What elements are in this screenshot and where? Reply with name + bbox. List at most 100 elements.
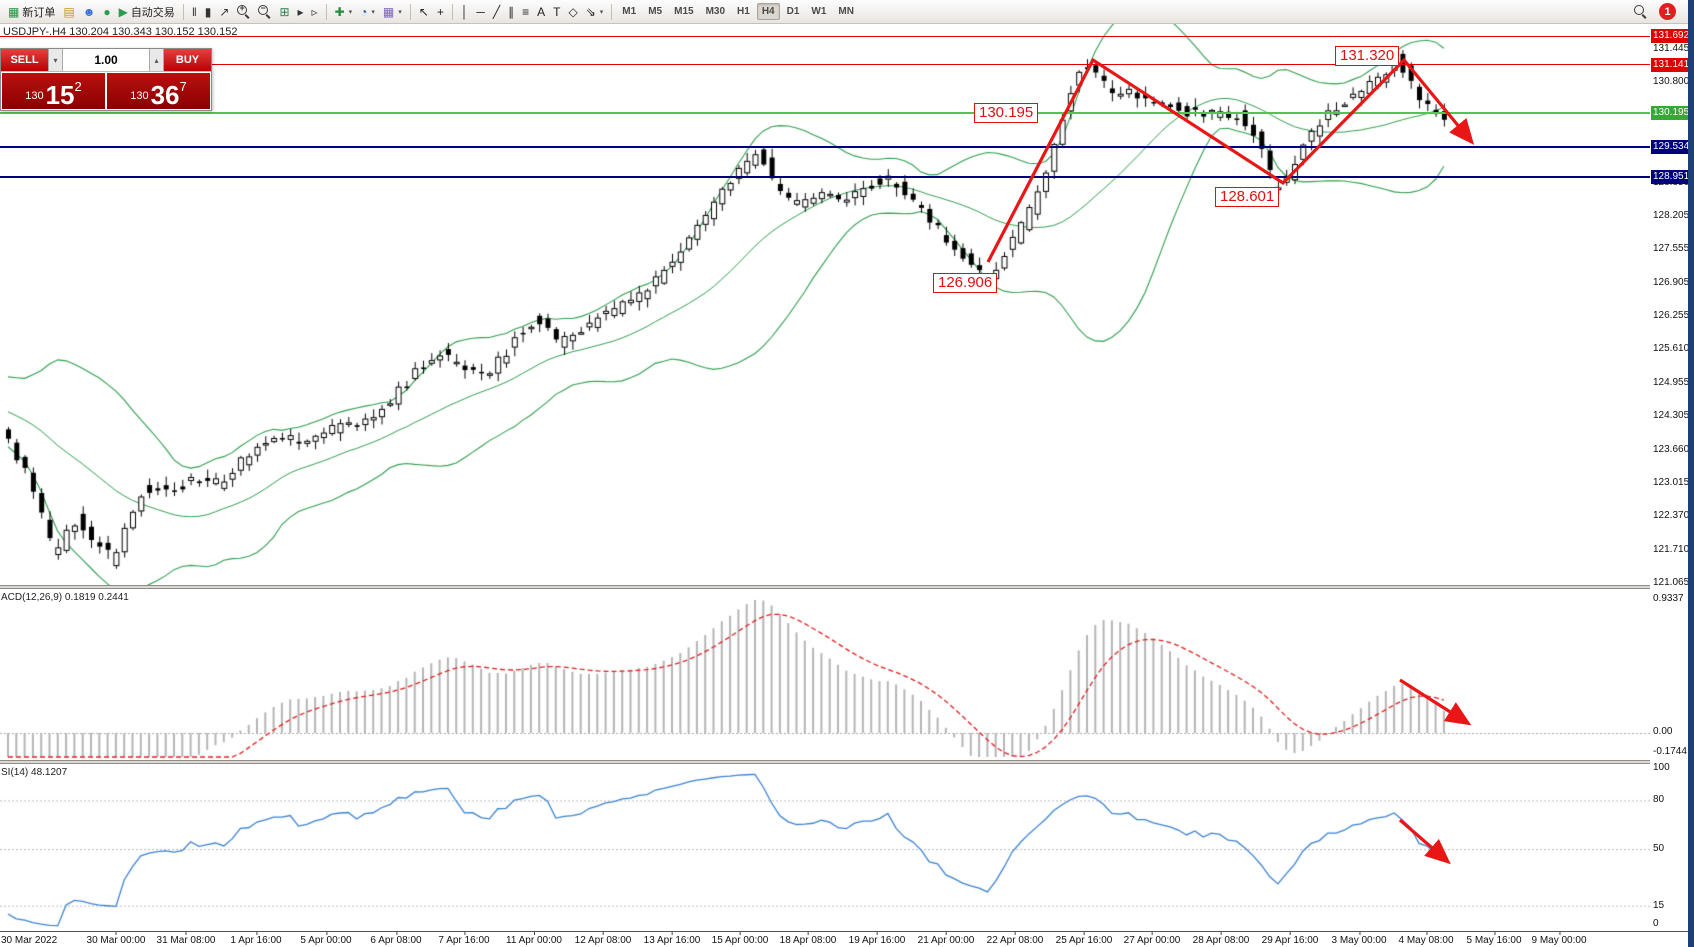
price-axis-badge: 131.141	[1651, 57, 1693, 72]
rsi-panel[interactable]	[0, 764, 1650, 931]
price-axis-tick: 124.305	[1653, 410, 1690, 422]
price-annotation-130195[interactable]: 130.195	[974, 103, 1039, 123]
price-axis-tick: 131.445	[1653, 43, 1690, 55]
trendline-icon: ╱	[492, 4, 501, 19]
accounts-button[interactable]: ☻	[79, 2, 100, 22]
buy-button[interactable]: BUY	[164, 49, 211, 71]
timeframe-m1[interactable]: M1	[622, 6, 637, 17]
time-axis-label: 13 Apr 16:00	[643, 932, 701, 946]
add-indicator-button[interactable]: ✚ ▾	[334, 4, 353, 19]
chart-shift-button[interactable]: ▹	[308, 2, 322, 22]
volume-spin-down[interactable]: ▾	[48, 49, 63, 71]
shapes-button[interactable]: ◇	[564, 2, 581, 22]
candlestick-icon: ▮	[204, 4, 212, 19]
profiles-button[interactable]: ▤	[59, 2, 78, 22]
price-axis-badge: 131.692	[1651, 29, 1693, 44]
sell-button[interactable]: SELL	[1, 49, 48, 71]
search-button[interactable]	[1630, 2, 1651, 22]
fibonacci-button[interactable]: ≡	[518, 2, 533, 22]
channel-icon: ∥	[508, 4, 515, 19]
toolbar-separator	[182, 3, 184, 20]
rsi-axis-value: 0	[1653, 918, 1659, 929]
sell-price-prefix: 130	[25, 90, 44, 102]
cursor-button[interactable]: ↖	[415, 2, 433, 22]
periods-button[interactable]: ◔ ▾	[360, 4, 375, 19]
time-axis-label: 11 Apr 00:00	[506, 932, 562, 946]
bar-chart-button[interactable]: ‖	[188, 2, 201, 22]
price-axis-tick: 130.800	[1653, 76, 1690, 88]
toolbar-separator	[325, 3, 327, 20]
price-axis-tick: 121.710	[1653, 543, 1690, 555]
horizontal-line-131.141[interactable]	[0, 64, 1650, 66]
time-axis-label: 7 Apr 16:00	[438, 932, 490, 946]
horizontal-line-button[interactable]: ─	[472, 2, 489, 22]
timeframe-mn[interactable]: MN	[838, 6, 854, 17]
tile-windows-button[interactable]: ⊞	[275, 2, 293, 22]
text-button[interactable]: A	[533, 2, 549, 22]
market-button[interactable]: ●	[99, 2, 114, 22]
notification-badge[interactable]: 1	[1659, 3, 1676, 20]
price-annotation-131320[interactable]: 131.320	[1335, 46, 1400, 66]
channel-button[interactable]: ∥	[504, 2, 518, 22]
new-order-button[interactable]: ▦ 新订单	[8, 4, 56, 19]
bar-chart-icon: ‖	[191, 4, 197, 19]
auto-trading-button[interactable]: ▶ 自动交易	[118, 4, 175, 19]
timeframe-d1[interactable]: D1	[786, 6, 800, 17]
price-axis-tick: 124.955	[1653, 376, 1690, 388]
toolbar: ▦ 新订单 ▤ ☻ ●	[0, 0, 1694, 24]
window-edge	[1688, 0, 1694, 947]
auto-scroll-button[interactable]: ▸	[294, 2, 308, 22]
timeframe-m15[interactable]: M15	[674, 6, 694, 17]
panel-divider-macd[interactable]	[0, 585, 1688, 589]
sell-price-pip: 2	[74, 79, 82, 94]
price-axis-badge: 128.951	[1651, 170, 1693, 185]
time-axis-label: 28 Apr 08:00	[1192, 932, 1250, 946]
macd-axis-value: 0.9337	[1653, 593, 1684, 604]
horizontal-line-130.195[interactable]	[0, 112, 1650, 115]
zoom-out-button[interactable]: −	[254, 2, 275, 22]
sell-price-display[interactable]: 130 15 2	[2, 73, 105, 109]
time-axis-label: 6 Apr 08:00	[370, 932, 422, 946]
time-axis-label: 12 Apr 08:00	[574, 932, 632, 946]
text-icon: A	[537, 4, 546, 19]
macd-panel[interactable]	[0, 589, 1650, 760]
timeframe-m5[interactable]: M5	[648, 6, 663, 17]
time-axis-label: 31 Mar 08:00	[156, 932, 216, 946]
zoom-in-button[interactable]: +	[233, 2, 254, 22]
price-axis[interactable]: 131.445130.800128.850128.205127.555126.9…	[1650, 0, 1694, 947]
price-annotation-126906[interactable]: 126.906	[933, 273, 998, 293]
candlestick-chart[interactable]	[0, 24, 1650, 585]
templates-button[interactable]: ▦ ▾	[382, 4, 402, 19]
price-axis-tick: 126.905	[1653, 276, 1690, 288]
macd-label: ACD(12,26,9) 0.1819 0.2441	[1, 592, 129, 603]
vertical-line-button[interactable]: │	[457, 2, 473, 22]
label-button[interactable]: T	[549, 2, 564, 22]
candlestick-button[interactable]: ▮	[201, 2, 216, 22]
volume-input[interactable]: 1.00	[63, 49, 149, 71]
timeframe-w1[interactable]: W1	[811, 6, 827, 17]
trendline-button[interactable]: ╱	[489, 2, 504, 22]
horizontal-line-128.951[interactable]	[0, 176, 1650, 179]
timeframe-h1[interactable]: H1	[737, 6, 750, 17]
timeframe-m30[interactable]: M30	[705, 6, 726, 17]
time-axis-label: 30 Mar 00:00	[86, 932, 146, 946]
buy-price-display[interactable]: 130 36 7	[107, 73, 210, 109]
time-axis-label: 1 Apr 16:00	[230, 932, 282, 946]
chart-title: USDJPY-.H4 130.204 130.343 130.152 130.1…	[3, 26, 238, 38]
arrows-button[interactable]: ⇘ ▾	[585, 4, 604, 19]
horizontal-line-131.692[interactable]	[0, 35, 1650, 37]
price-axis-badge: 129.534	[1651, 140, 1693, 155]
time-axis[interactable]: 30 Mar 2022 30 Mar 00:00 31 Mar 08:00 1 Apr…	[0, 931, 1688, 947]
timeframe-h4[interactable]: H4	[756, 3, 780, 20]
price-annotation-128601[interactable]: 128.601	[1215, 187, 1280, 207]
crosshair-button[interactable]: +	[433, 2, 448, 22]
toolbar-separator	[409, 3, 411, 20]
time-axis-label: 29 Apr 16:00	[1261, 932, 1319, 946]
panel-divider-rsi[interactable]	[0, 760, 1688, 764]
horizontal-line-129.534[interactable]	[0, 146, 1650, 149]
time-axis-label: 21 Apr 00:00	[917, 932, 975, 946]
line-chart-button[interactable]: ↗	[215, 2, 233, 22]
rsi-label: SI(14) 48.1207	[1, 767, 68, 778]
volume-spin-up[interactable]: ▴	[149, 49, 164, 71]
rsi-axis-value: 100	[1653, 762, 1670, 773]
